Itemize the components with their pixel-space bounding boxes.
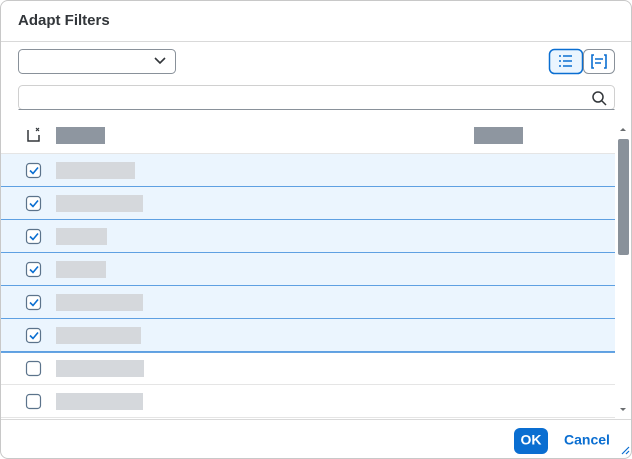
- label-placeholder: [56, 360, 144, 377]
- checkmark: [29, 232, 39, 241]
- checkmark: [29, 199, 39, 208]
- checkbox[interactable]: [25, 393, 42, 410]
- label-placeholder: [56, 393, 143, 410]
- label-placeholder: [56, 261, 106, 278]
- checkmark: [29, 166, 39, 175]
- scrollbar[interactable]: [618, 128, 629, 411]
- resize-handle: [621, 446, 630, 455]
- checkbox[interactable]: [25, 162, 42, 179]
- view-select[interactable]: [18, 49, 176, 74]
- dialog-title: Adapt Filters: [18, 12, 110, 29]
- table-row[interactable]: [1, 187, 615, 221]
- ok-button[interactable]: [514, 428, 548, 454]
- label-placeholder: [56, 294, 143, 311]
- label-placeholder: [56, 162, 135, 179]
- checkbox[interactable]: [25, 294, 42, 311]
- checkbox[interactable]: [25, 360, 42, 377]
- group-view-toggle[interactable]: [583, 49, 615, 74]
- checkbox[interactable]: [25, 228, 42, 245]
- search-field[interactable]: [18, 85, 615, 110]
- checkbox[interactable]: [25, 261, 42, 278]
- table-row[interactable]: [1, 154, 615, 188]
- ok-label[interactable]: OK: [521, 432, 542, 448]
- label-placeholder: [56, 195, 143, 212]
- label-placeholder: [56, 228, 107, 245]
- checkmark: [29, 298, 39, 307]
- table-row[interactable]: [1, 319, 615, 353]
- checkmark: [29, 265, 39, 274]
- cancel-button[interactable]: Cancel: [564, 432, 610, 448]
- table-row[interactable]: [1, 253, 615, 287]
- table-row[interactable]: [1, 360, 615, 385]
- table-body: [1, 154, 615, 418]
- list-view-toggle[interactable]: [548, 48, 584, 75]
- checkbox[interactable]: [25, 195, 42, 212]
- checkbox[interactable]: [25, 327, 42, 344]
- table-row[interactable]: [1, 286, 615, 320]
- table-row[interactable]: [1, 393, 615, 418]
- table-header: [1, 127, 615, 154]
- table-row[interactable]: [1, 220, 615, 254]
- label-placeholder: [56, 327, 141, 344]
- checkmark: [29, 331, 39, 340]
